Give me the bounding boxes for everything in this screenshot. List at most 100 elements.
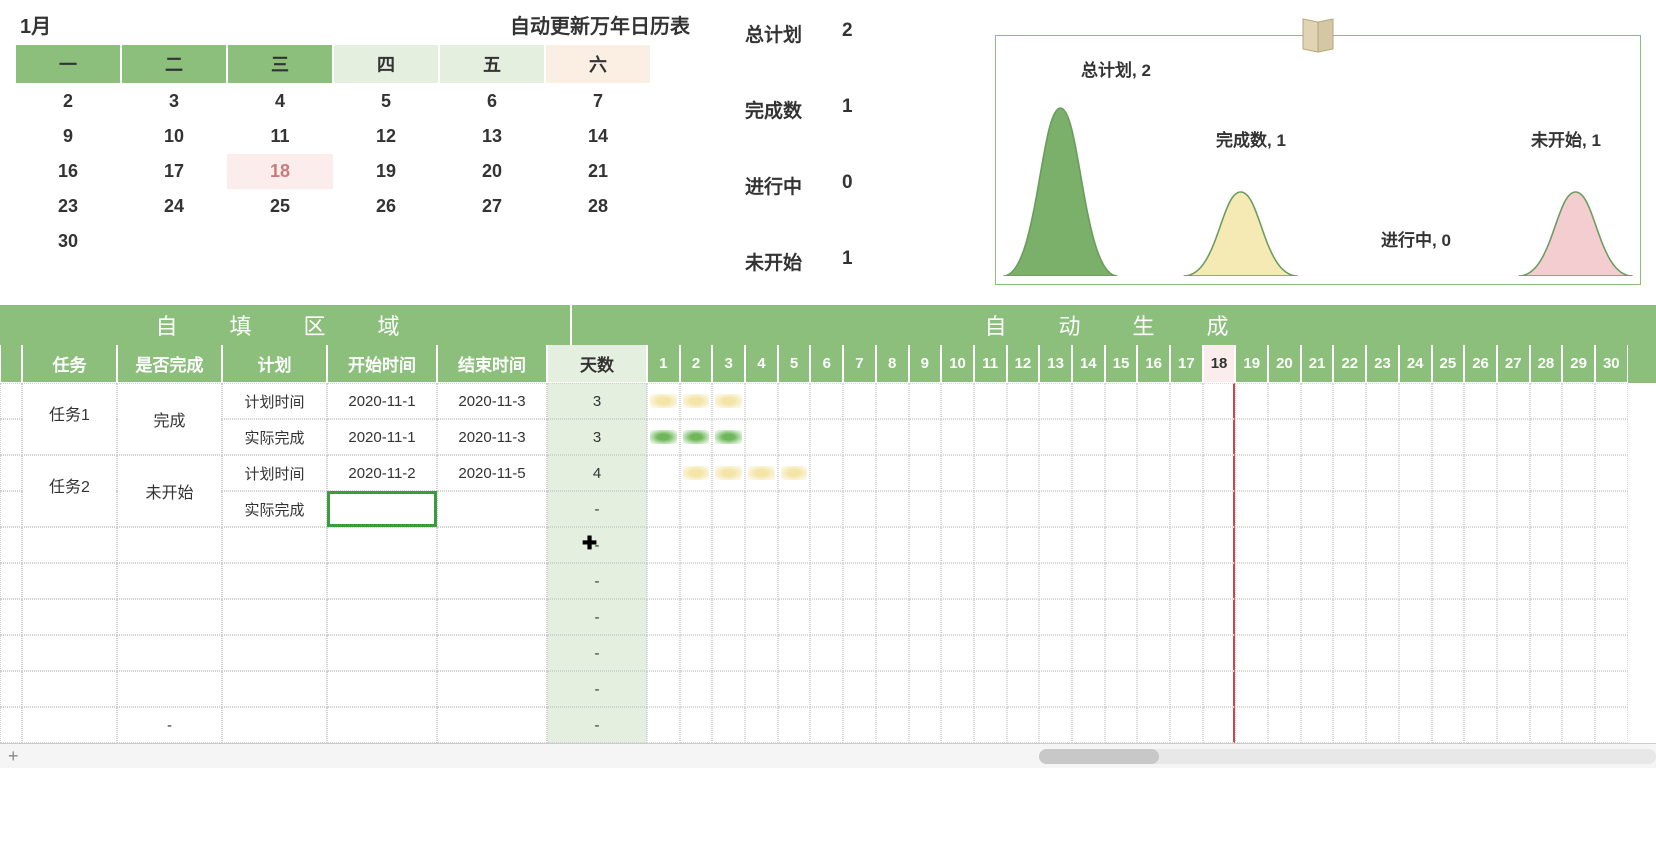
gantt-day-cell[interactable] xyxy=(974,599,1007,635)
gantt-day-cell[interactable] xyxy=(1007,707,1040,743)
gantt-day-cell[interactable] xyxy=(1432,707,1465,743)
gantt-day-cell[interactable] xyxy=(712,707,745,743)
status-cell[interactable] xyxy=(117,671,222,707)
calendar-cell[interactable]: 17 xyxy=(121,154,227,189)
gantt-day-cell[interactable] xyxy=(1530,491,1563,527)
gantt-day-cell[interactable] xyxy=(1072,635,1105,671)
gantt-day-cell[interactable] xyxy=(1105,527,1138,563)
gantt-day-cell[interactable] xyxy=(1562,527,1595,563)
days-cell[interactable]: - xyxy=(547,635,647,671)
gantt-day-cell[interactable] xyxy=(647,671,680,707)
gantt-day-cell[interactable] xyxy=(1235,599,1268,635)
gantt-day-cell[interactable] xyxy=(876,599,909,635)
gantt-day-cell[interactable] xyxy=(1007,599,1040,635)
gantt-day-cell[interactable] xyxy=(1432,635,1465,671)
gantt-day-cell[interactable] xyxy=(1137,491,1170,527)
gantt-day-cell[interactable] xyxy=(1203,599,1236,635)
gantt-day-cell[interactable] xyxy=(1497,527,1530,563)
gantt-day-cell[interactable] xyxy=(876,671,909,707)
gantt-day-cell[interactable] xyxy=(1432,491,1465,527)
gantt-day-cell[interactable] xyxy=(810,527,843,563)
expand-cell[interactable] xyxy=(0,383,22,419)
gantt-day-cell[interactable] xyxy=(745,671,778,707)
days-cell[interactable]: - xyxy=(547,563,647,599)
calendar-cell[interactable] xyxy=(545,224,651,259)
gantt-day-cell[interactable] xyxy=(1105,563,1138,599)
gantt-day-cell[interactable] xyxy=(1235,491,1268,527)
gantt-day-cell[interactable] xyxy=(1235,419,1268,455)
gantt-day-cell[interactable] xyxy=(1497,419,1530,455)
calendar-cell[interactable]: 9 xyxy=(15,119,121,154)
gantt-day-cell[interactable] xyxy=(680,599,713,635)
gantt-day-cell[interactable] xyxy=(1562,563,1595,599)
gantt-day-cell[interactable] xyxy=(1595,491,1628,527)
gantt-day-cell[interactable] xyxy=(1072,671,1105,707)
gantt-day-cell[interactable] xyxy=(778,491,811,527)
gantt-day-cell[interactable] xyxy=(1432,419,1465,455)
start-date-cell[interactable] xyxy=(327,635,437,671)
status-cell[interactable] xyxy=(117,599,222,635)
gantt-day-cell[interactable] xyxy=(941,455,974,491)
gantt-day-cell[interactable] xyxy=(1530,707,1563,743)
gantt-day-cell[interactable] xyxy=(1137,419,1170,455)
calendar-cell[interactable] xyxy=(121,224,227,259)
end-date-cell[interactable] xyxy=(437,707,547,743)
gantt-day-cell[interactable] xyxy=(974,383,1007,419)
days-cell[interactable]: 3 xyxy=(547,419,647,455)
gantt-day-cell[interactable] xyxy=(1399,455,1432,491)
gantt-day-cell[interactable] xyxy=(1170,563,1203,599)
gantt-day-cell[interactable] xyxy=(1562,419,1595,455)
plan-type-cell[interactable] xyxy=(222,527,327,563)
gantt-day-cell[interactable] xyxy=(1301,671,1334,707)
gantt-day-cell[interactable] xyxy=(1497,563,1530,599)
gantt-day-cell[interactable] xyxy=(1595,527,1628,563)
gantt-day-cell[interactable] xyxy=(1464,707,1497,743)
calendar-cell[interactable] xyxy=(333,224,439,259)
gantt-day-cell[interactable] xyxy=(1333,527,1366,563)
gantt-day-cell[interactable] xyxy=(1170,383,1203,419)
gantt-day-cell[interactable] xyxy=(1268,563,1301,599)
gantt-day-cell[interactable] xyxy=(974,455,1007,491)
gantt-day-cell[interactable] xyxy=(941,491,974,527)
expand-cell[interactable] xyxy=(0,563,22,599)
gantt-day-cell[interactable] xyxy=(1137,383,1170,419)
gantt-day-cell[interactable] xyxy=(843,527,876,563)
plan-type-cell[interactable]: 实际完成 xyxy=(222,491,327,527)
gantt-day-cell[interactable] xyxy=(1562,455,1595,491)
expand-cell[interactable] xyxy=(0,455,22,491)
gantt-day-cell[interactable] xyxy=(1268,455,1301,491)
calendar-cell[interactable]: 3 xyxy=(121,84,227,119)
task-name-cell[interactable] xyxy=(22,635,117,671)
end-date-cell[interactable] xyxy=(437,527,547,563)
calendar-cell[interactable]: 30 xyxy=(15,224,121,259)
plan-type-cell[interactable] xyxy=(222,563,327,599)
gantt-day-cell[interactable] xyxy=(909,563,942,599)
gantt-day-cell[interactable] xyxy=(647,527,680,563)
gantt-day-cell[interactable] xyxy=(1497,671,1530,707)
gantt-day-cell[interactable] xyxy=(876,383,909,419)
gantt-day-cell[interactable] xyxy=(1039,491,1072,527)
gantt-day-cell[interactable] xyxy=(1464,635,1497,671)
start-date-cell[interactable] xyxy=(327,671,437,707)
gantt-day-cell[interactable] xyxy=(1203,527,1236,563)
gantt-day-cell[interactable] xyxy=(1530,671,1563,707)
gantt-day-cell[interactable] xyxy=(810,383,843,419)
gantt-day-cell[interactable] xyxy=(876,635,909,671)
calendar-cell[interactable]: 23 xyxy=(15,189,121,224)
gantt-day-cell[interactable] xyxy=(1268,707,1301,743)
gantt-day-cell[interactable] xyxy=(1203,491,1236,527)
gantt-day-cell[interactable] xyxy=(810,635,843,671)
gantt-day-cell[interactable] xyxy=(876,527,909,563)
gantt-day-cell[interactable] xyxy=(1137,635,1170,671)
gantt-day-cell[interactable] xyxy=(1464,419,1497,455)
gantt-day-cell[interactable] xyxy=(810,419,843,455)
calendar-cell[interactable]: 13 xyxy=(439,119,545,154)
gantt-day-cell[interactable] xyxy=(810,455,843,491)
gantt-day-cell[interactable] xyxy=(1530,419,1563,455)
gantt-day-cell[interactable] xyxy=(1105,491,1138,527)
gantt-day-cell[interactable] xyxy=(1170,707,1203,743)
gantt-day-cell[interactable] xyxy=(843,671,876,707)
gantt-day-cell[interactable] xyxy=(810,671,843,707)
gantt-day-cell[interactable] xyxy=(1333,491,1366,527)
gantt-day-cell[interactable] xyxy=(810,491,843,527)
